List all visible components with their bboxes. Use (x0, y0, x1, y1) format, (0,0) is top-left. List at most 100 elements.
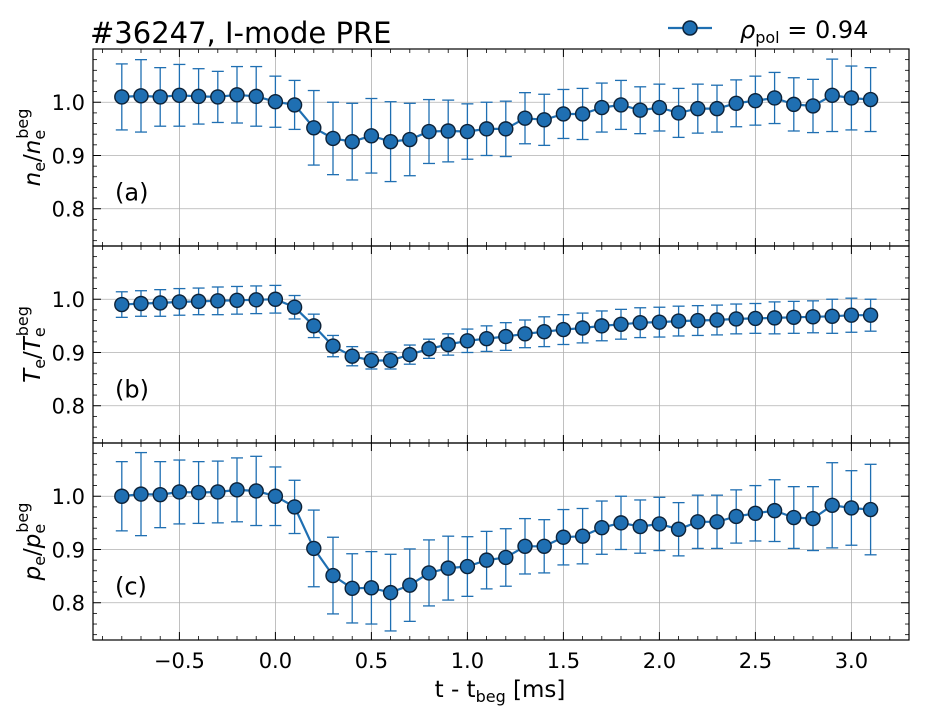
data-point (133, 295, 149, 312)
data-point (651, 314, 668, 330)
data-point (728, 95, 744, 112)
y-axis-label: Te/Tebeg (13, 306, 49, 383)
data-point (459, 333, 476, 349)
data-point (152, 486, 168, 503)
data-point (728, 311, 744, 327)
data-point (210, 484, 226, 500)
data-point (651, 516, 668, 532)
data-point (632, 102, 648, 118)
data-point (190, 293, 207, 310)
data-point (190, 88, 207, 105)
data-point (306, 540, 322, 557)
panel-label: (a) (115, 179, 148, 207)
x-tick-label: 1.5 (547, 649, 580, 673)
data-point (382, 133, 399, 150)
data-point (805, 98, 821, 114)
data-point (555, 106, 572, 122)
data-point (594, 99, 610, 116)
y-tick-label: 0.8 (52, 592, 85, 616)
data-point (786, 509, 802, 526)
plot-frame (92, 442, 910, 641)
data-point (363, 352, 380, 369)
data-point (786, 309, 802, 326)
data-point (440, 123, 456, 139)
y-axis-label: ne/nebeg (13, 109, 49, 187)
x-axis-label: t - tbeg [ms] (435, 677, 566, 706)
data-point (594, 318, 610, 334)
legend: ρpol = 0.94 (668, 16, 868, 47)
data-point (690, 514, 706, 530)
data-point (728, 508, 744, 525)
data-point (824, 308, 840, 324)
data-point (690, 312, 706, 329)
y-axis-label: pe/pebeg (13, 503, 49, 582)
data-point (229, 482, 245, 498)
data-point (133, 486, 149, 502)
y-tick-label: 1.0 (52, 91, 85, 115)
data-point (382, 584, 399, 601)
data-point (613, 316, 629, 332)
data-point (210, 293, 226, 309)
x-tick-label: 3.0 (835, 649, 868, 673)
data-point (824, 497, 840, 513)
data-point (747, 505, 764, 521)
data-point (824, 87, 840, 104)
data-point (440, 560, 456, 576)
chart-title: #36247, I-mode PRE (90, 16, 391, 50)
data-point (229, 87, 245, 103)
x-tick-label: 1.0 (451, 649, 484, 673)
data-point (498, 121, 514, 137)
data-point (363, 128, 380, 144)
data-point (267, 488, 284, 504)
data-point (786, 96, 802, 113)
y-tick-label: 0.8 (52, 395, 85, 419)
data-point (114, 296, 130, 313)
data-point (171, 87, 188, 104)
data-point (555, 321, 572, 338)
data-point (594, 519, 610, 536)
data-point (440, 336, 456, 353)
y-tick-label: 0.9 (52, 538, 85, 562)
plot-frame (92, 48, 910, 247)
data-point (766, 310, 783, 326)
data-point (805, 510, 821, 527)
data-point (574, 106, 591, 122)
data-point (402, 131, 418, 148)
series-line (121, 298, 871, 362)
y-tick-label: 0.9 (52, 144, 85, 168)
data-point (402, 577, 418, 593)
data-point (690, 100, 706, 117)
data-point (171, 484, 188, 500)
legend-marker-sample (682, 20, 698, 36)
y-tick-label: 1.0 (52, 288, 85, 312)
data-point (651, 99, 668, 116)
data-point (286, 299, 303, 315)
y-tick-label: 0.8 (52, 198, 85, 222)
data-point (498, 549, 514, 566)
data-point (210, 89, 226, 105)
panel-a: 0.8 0.9 1.0 (a) ne/nebeg (13, 48, 910, 247)
data-point (133, 88, 149, 104)
panels: 0.80.91.0(a)ne/nebeg0.80.91.0(b)Te/Tebeg… (13, 48, 910, 673)
x-tick-label: 2.0 (643, 649, 676, 673)
data-point (536, 112, 552, 128)
data-point (171, 294, 188, 310)
panel-label: (b) (115, 376, 149, 404)
x-tick-label: −0.5 (154, 649, 205, 673)
data-point (747, 92, 764, 109)
data-point (517, 110, 533, 126)
data-point (709, 100, 725, 117)
x-tick-label: 2.5 (739, 649, 772, 673)
panel-label: (c) (115, 573, 147, 601)
data-point (267, 94, 284, 110)
x-tick-labels: −0.5 0.0 0.5 1.0 1.5 2.0 2.5 3.0 (154, 649, 868, 673)
data-point (574, 320, 591, 336)
data-point (325, 567, 341, 584)
data-point (478, 121, 495, 137)
data-point (478, 330, 495, 347)
y-tick-label: 0.9 (52, 341, 85, 365)
data-point (517, 326, 533, 342)
data-point (325, 338, 341, 354)
data-point (152, 89, 168, 105)
